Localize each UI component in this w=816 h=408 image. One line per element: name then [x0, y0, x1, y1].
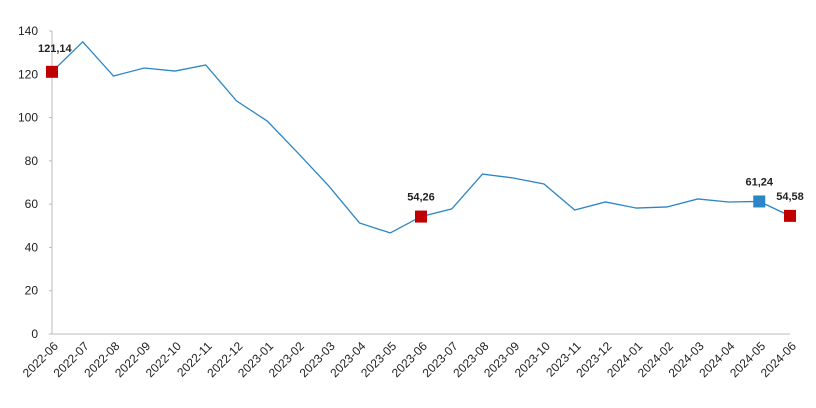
y-tick-label: 20 — [25, 284, 39, 298]
y-tick-label: 80 — [25, 154, 39, 168]
y-tick-label: 60 — [25, 197, 39, 211]
y-tick-label: 120 — [18, 67, 38, 81]
y-tick-label: 0 — [31, 327, 38, 341]
value-label: 54,58 — [776, 191, 804, 203]
y-tick-label: 100 — [18, 111, 38, 125]
value-label: 61,24 — [745, 176, 773, 188]
line — [51, 40, 791, 234]
marker — [753, 195, 766, 208]
y-tick-label: 40 — [25, 240, 39, 254]
marker — [46, 65, 58, 78]
y-tick-label: 140 — [18, 24, 38, 38]
value-label: 121,14 — [38, 43, 73, 55]
marker — [784, 209, 796, 222]
value-label: 54,26 — [407, 192, 435, 204]
marker — [415, 210, 427, 223]
